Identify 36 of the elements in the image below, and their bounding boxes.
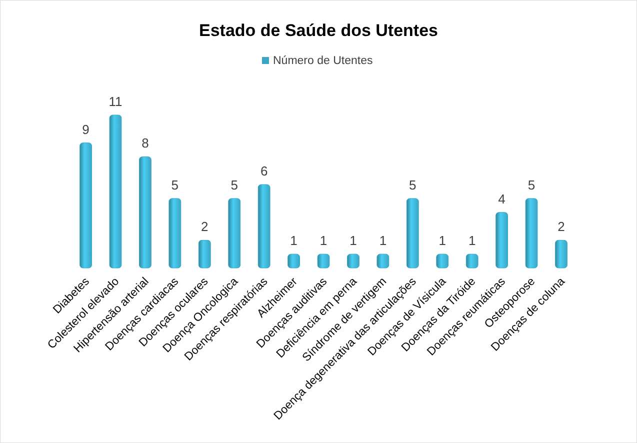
bar: [496, 212, 508, 268]
legend-label: Número de Utentes: [273, 55, 373, 67]
data-label: 1: [468, 233, 476, 248]
bar: [347, 254, 360, 268]
bar: [198, 240, 211, 268]
chart-title: Estado de Saúde dos Utentes: [199, 21, 438, 40]
data-label: 6: [260, 164, 268, 179]
data-label: 1: [320, 233, 328, 248]
bar: [406, 198, 419, 268]
data-label: 4: [498, 191, 506, 206]
data-label: 5: [409, 177, 416, 192]
bar: [228, 198, 241, 268]
bar: [258, 184, 270, 268]
data-label: 2: [558, 219, 565, 234]
data-label: 9: [82, 122, 90, 137]
bar: [288, 254, 300, 268]
bar: [80, 142, 92, 268]
data-label: 1: [438, 233, 446, 248]
data-label: 11: [108, 94, 122, 109]
data-label: 1: [290, 233, 298, 248]
data-label: 5: [230, 177, 238, 192]
data-label: 2: [201, 219, 208, 234]
bar: [525, 198, 538, 268]
bar: [139, 156, 152, 268]
data-label: 5: [528, 177, 536, 192]
data-label: 8: [142, 136, 149, 151]
bar: [168, 198, 182, 268]
bar: [466, 254, 478, 268]
bar: [376, 254, 390, 268]
bar: [555, 240, 568, 268]
data-label: 1: [379, 233, 387, 248]
bar: [317, 254, 330, 268]
bar: [109, 114, 122, 268]
data-label: 5: [171, 177, 179, 192]
data-label: 1: [350, 233, 357, 248]
bar: [436, 254, 449, 268]
